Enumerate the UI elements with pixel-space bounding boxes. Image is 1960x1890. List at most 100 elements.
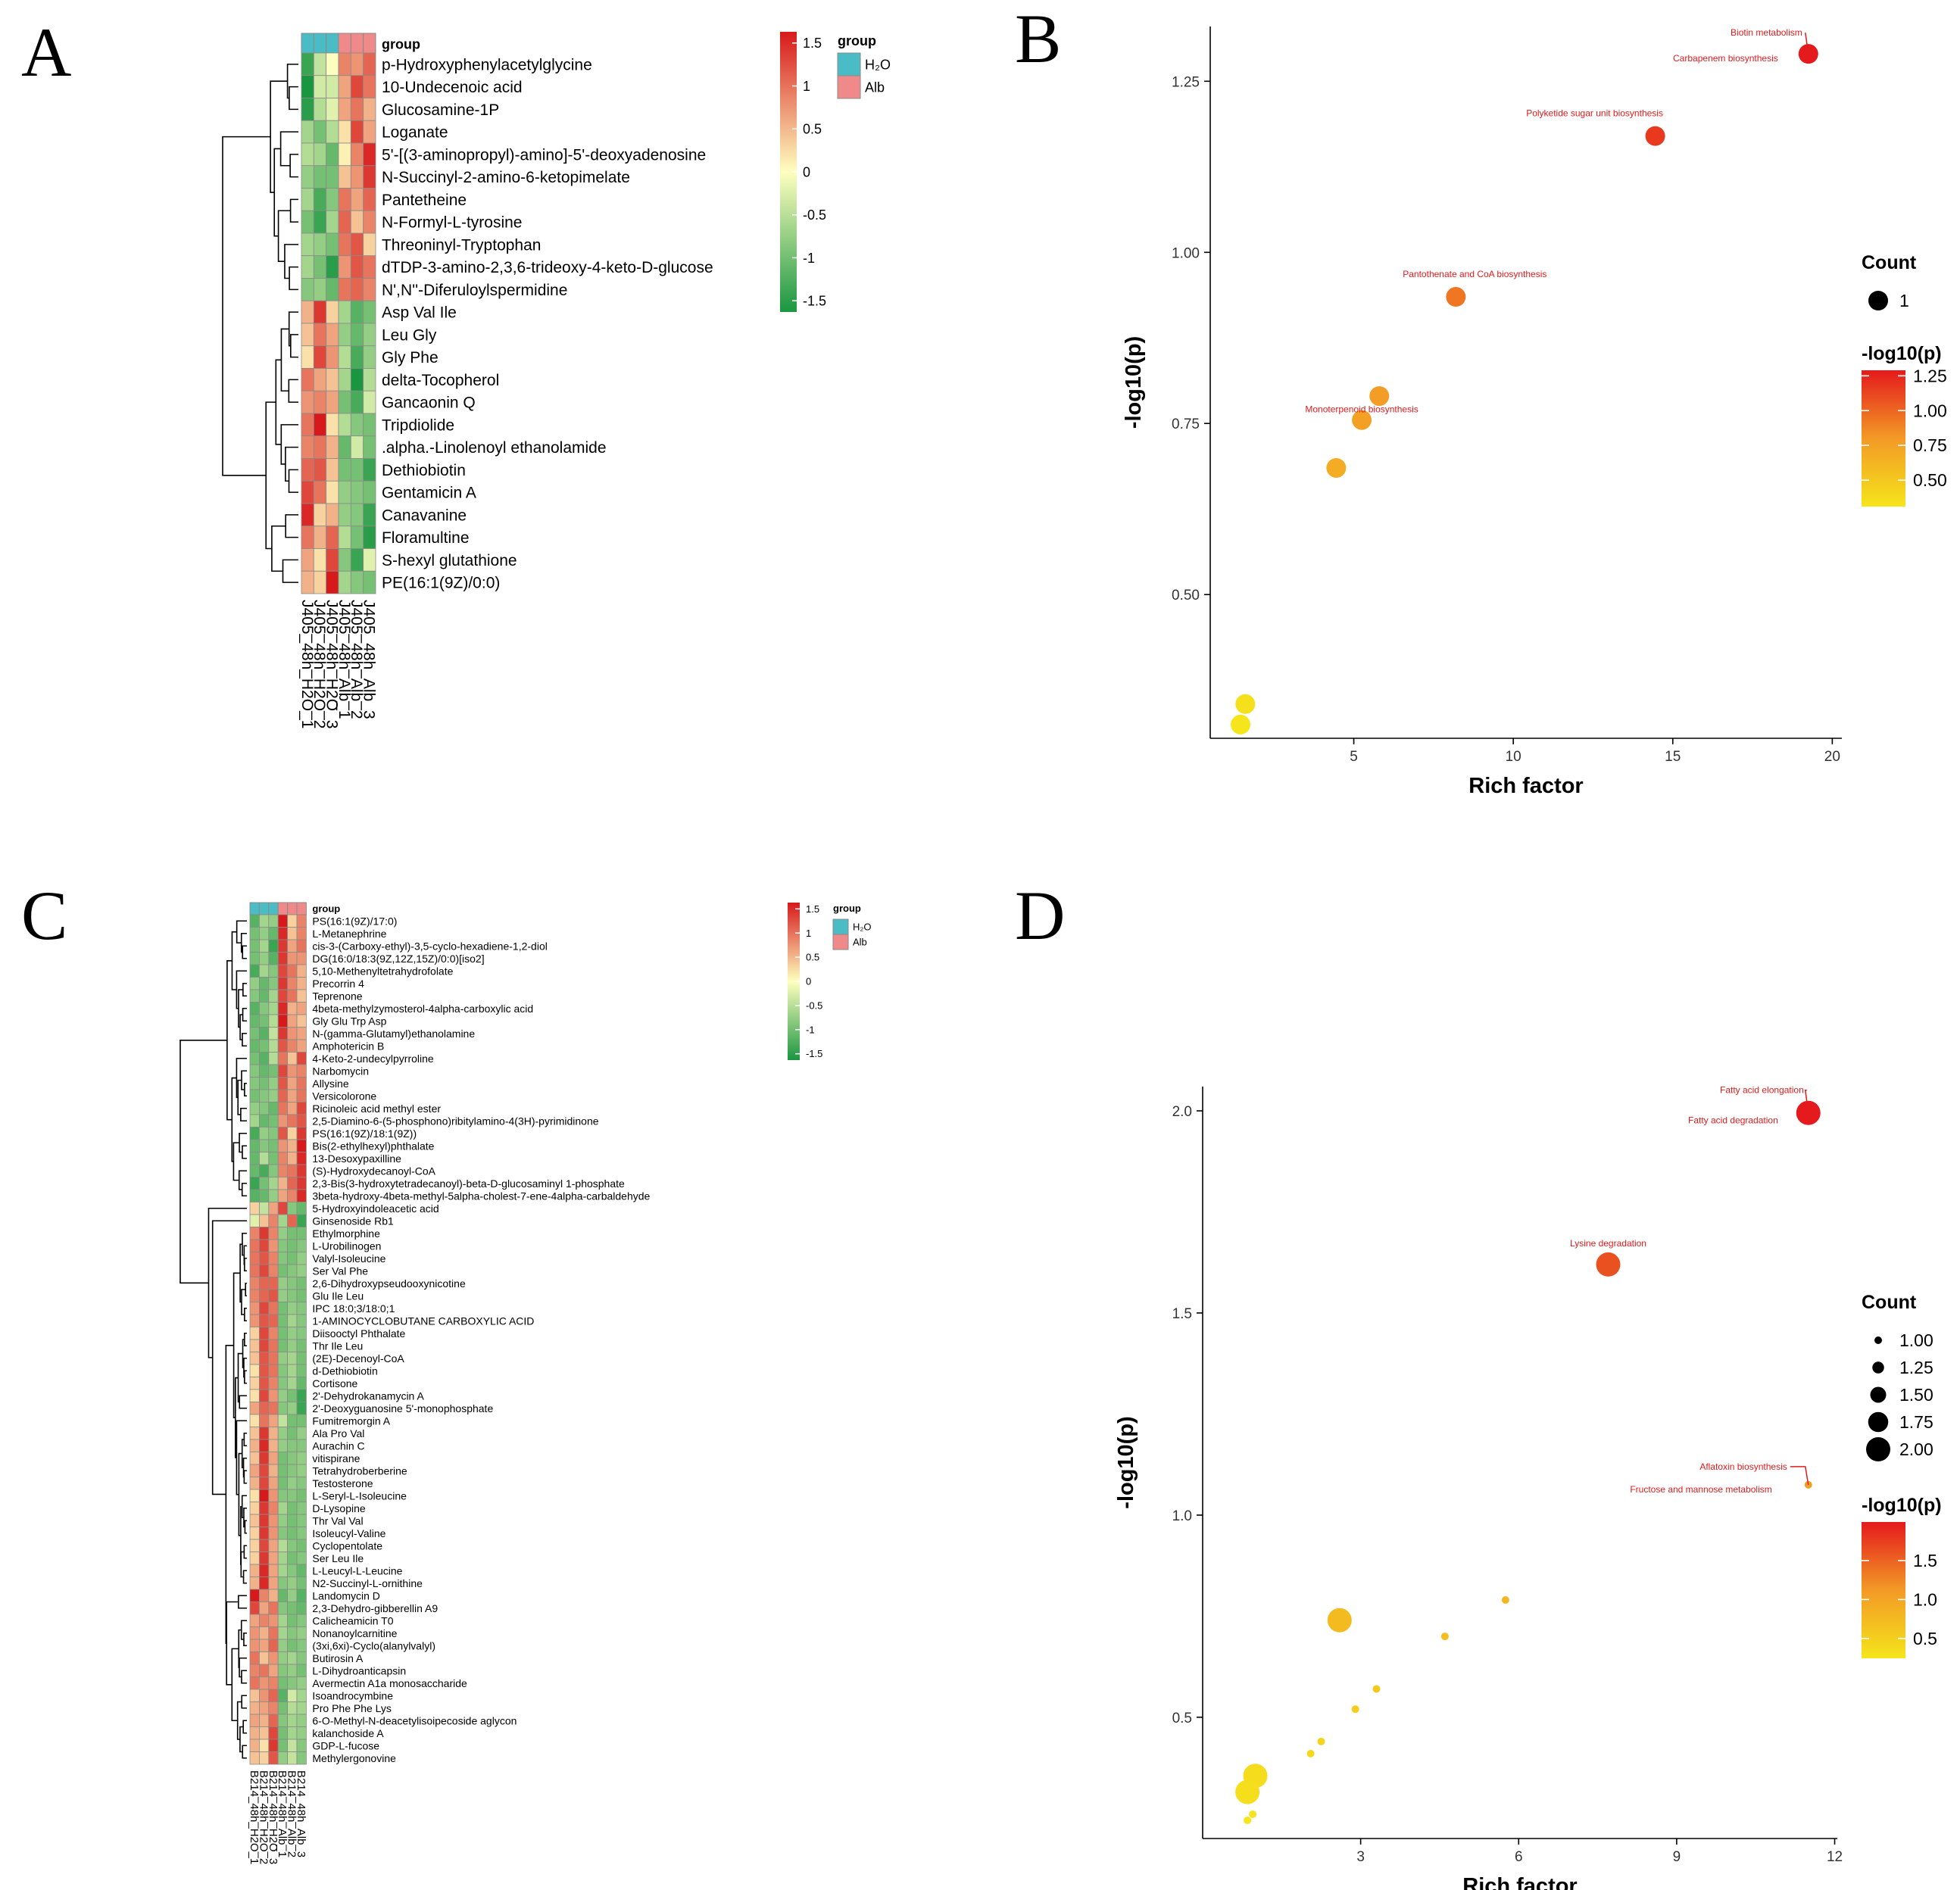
c-heatmap-cell <box>249 1289 260 1302</box>
a-heatmap-cell <box>363 210 376 234</box>
c-heatmap-cell <box>249 952 260 965</box>
a-heatmap-cell <box>363 323 376 347</box>
c-heatmap-cell <box>249 964 260 978</box>
c-heatmap-cell <box>296 1514 307 1527</box>
c-group-legend-label: Alb <box>853 936 867 947</box>
a-column-label: J405_48h_H2O_3 <box>323 600 340 728</box>
c-heatmap-cell <box>287 1664 298 1677</box>
a-group-legend-label: H₂O <box>865 58 891 73</box>
c-heatmap-cell <box>268 1651 279 1665</box>
c-heatmap-cell <box>249 1651 260 1665</box>
c-column-label: B214_48h_Alb_3 <box>295 1770 307 1857</box>
c-heatmap-cell <box>296 1264 307 1277</box>
a-heatmap-cell <box>363 52 376 76</box>
c-heatmap-cell <box>296 1564 307 1577</box>
c-heatmap-cell <box>277 1389 289 1402</box>
c-heatmap-cell <box>268 1114 279 1127</box>
a-heatmap-cell <box>350 548 364 572</box>
c-column-label: B214_48h_Alb_2 <box>286 1770 298 1857</box>
a-heatmap-cell <box>301 368 314 391</box>
c-heatmap-cell <box>296 1602 307 1615</box>
c-dendrogram-branch <box>240 1620 247 1640</box>
b-y-tick-label: 1.00 <box>1172 245 1200 261</box>
c-row-label: 6-O-Methyl-N-deacetylisoipecoside aglyco… <box>312 1714 517 1726</box>
c-heatmap-cell <box>249 1464 260 1477</box>
a-row-label: Gancaonin Q <box>382 395 476 412</box>
a-heatmap-cell <box>313 165 327 189</box>
c-heatmap-cell <box>277 1539 289 1552</box>
a-heatmap-cell <box>313 255 327 279</box>
b-bubble <box>1645 126 1665 146</box>
a-row-label: Glucosamine-1P <box>382 101 499 119</box>
c-heatmap-cell <box>268 964 279 978</box>
c-heatmap-cell <box>296 1139 307 1152</box>
c-heatmap-cell <box>258 1676 270 1690</box>
c-heatmap-cell <box>249 1726 260 1740</box>
a-heatmap-cell <box>350 570 364 594</box>
c-heatmap-cell <box>287 952 298 965</box>
c-heatmap-cell <box>287 1739 298 1752</box>
a-dendrogram-branch <box>289 154 298 178</box>
c-heatmap-cell <box>277 1352 289 1365</box>
c-heatmap-cell <box>268 1602 279 1615</box>
c-dendrogram-branch <box>237 1079 242 1115</box>
c-heatmap-cell <box>268 927 279 940</box>
c-heatmap-cell <box>249 1164 260 1177</box>
a-heatmap-cell <box>326 142 339 167</box>
a-heatmap-cell <box>350 165 364 189</box>
a-column-label: J405_48h_Alb_1 <box>336 600 353 719</box>
c-heatmap-cell <box>249 1527 260 1540</box>
a-heatmap-cell <box>350 458 364 482</box>
c-dendrogram-branch <box>236 970 247 1009</box>
c-colorbar-tick-label: -0.5 <box>806 1000 822 1011</box>
c-heatmap-cell <box>249 1314 260 1327</box>
c-heatmap-cell <box>258 1302 270 1315</box>
c-row-label: (3xi,6xi)-Cyclo(alanylvalyl) <box>312 1639 435 1651</box>
c-heatmap-cell <box>268 1427 279 1440</box>
a-heatmap-cell <box>301 570 314 594</box>
c-heatmap-cell <box>296 1339 307 1352</box>
c-heatmap-cell <box>258 1189 270 1202</box>
c-group-legend-swatch <box>832 934 849 950</box>
c-row-label: cis-3-(Carboxy-ethyl)-3,5-cyclo-hexadien… <box>312 940 547 952</box>
c-heatmap-cell <box>268 1489 279 1502</box>
c-heatmap-cell <box>296 1164 307 1177</box>
d-bubble <box>1351 1705 1359 1714</box>
c-heatmap-cell <box>258 1252 270 1265</box>
c-heatmap-cell <box>277 1364 289 1377</box>
c-heatmap-cell <box>258 1439 270 1452</box>
b-color-legend-tick-label: 0.50 <box>1913 470 1947 490</box>
c-heatmap-cell <box>268 1364 279 1377</box>
c-heatmap-cell <box>277 1751 289 1765</box>
c-row-label: Ser Leu Ile <box>312 1552 364 1564</box>
b-bubble <box>1352 410 1372 430</box>
c-row-label: 4-Keto-2-undecylpyrroline <box>312 1053 434 1065</box>
b-size-legend-title: Count <box>1862 252 1917 273</box>
c-heatmap-cell <box>296 1402 307 1415</box>
c-heatmap-cell <box>277 1214 289 1227</box>
c-heatmap-cell <box>268 1264 279 1277</box>
a-heatmap-cell <box>301 75 314 98</box>
c-heatmap-cell <box>287 1127 298 1140</box>
c-heatmap-cell <box>296 1289 307 1302</box>
c-heatmap-cell <box>296 914 307 928</box>
c-heatmap-cell <box>277 1676 289 1690</box>
c-heatmap-cell <box>249 1339 260 1352</box>
d-x-tick-label: 9 <box>1673 1849 1681 1865</box>
c-heatmap-cell <box>296 1577 307 1590</box>
a-heatmap-cell <box>350 526 364 549</box>
c-heatmap-cell <box>296 1626 307 1640</box>
panel-b-bubble-plot: 5 10 15 20 0.50 0.75 1.00 1.25 Rich factor -log10… <box>1122 27 1947 798</box>
c-heatmap-cell <box>287 1564 298 1577</box>
c-row-label: Avermectin A1a monosaccharide <box>312 1677 467 1689</box>
c-heatmap-cell <box>249 1751 260 1765</box>
a-row-label: Asp Val Ile <box>382 304 457 322</box>
c-row-label: GDP-L-fucose <box>312 1739 379 1751</box>
d-bubble <box>1249 1810 1257 1818</box>
a-heatmap-cell <box>338 278 351 301</box>
c-heatmap-cell <box>277 1402 289 1415</box>
c-heatmap-cell <box>258 1714 270 1727</box>
panel-c-heatmap: groupPS(16:1(9Z)/17:0)L-Metanephrinecis-… <box>179 902 872 1864</box>
c-row-label: 4beta-methylzymosterol-4alpha-carboxylic… <box>312 1003 533 1015</box>
